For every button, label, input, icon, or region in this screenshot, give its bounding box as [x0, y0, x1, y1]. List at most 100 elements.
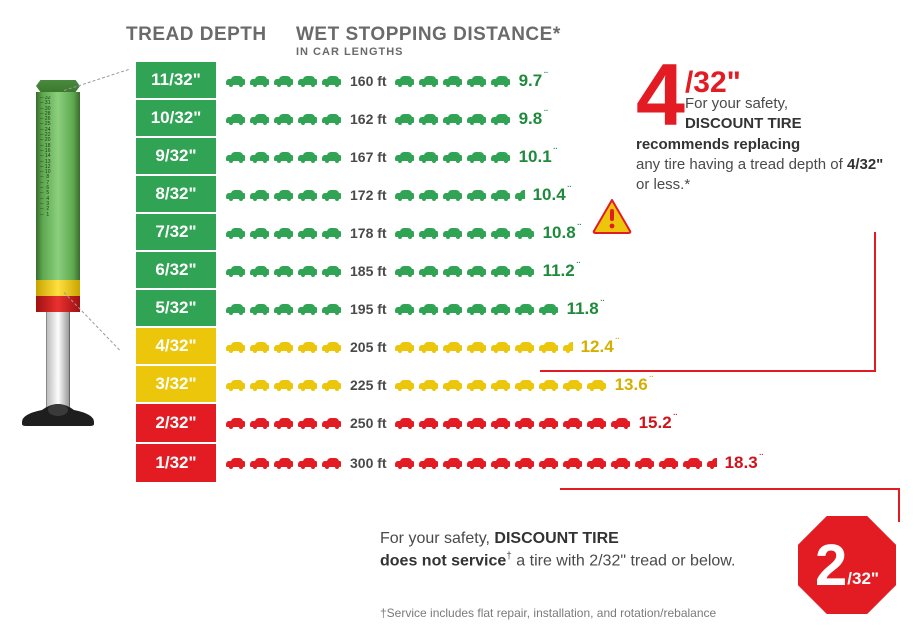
depth-label: 10/32" — [136, 100, 216, 136]
gauge-yellow-band — [36, 280, 80, 296]
car-icon — [489, 340, 511, 354]
car-icon — [561, 378, 583, 392]
row-cars: 195 ft 11.8¨ — [224, 298, 605, 320]
gauge-red-band — [36, 296, 80, 312]
car-icon — [441, 340, 463, 354]
car-icon — [513, 378, 535, 392]
car-icon — [681, 456, 703, 470]
car-icon — [296, 264, 318, 278]
car-icon — [489, 264, 511, 278]
depth-label: 2/32" — [136, 404, 216, 442]
depth-label: 6/32" — [136, 252, 216, 288]
car-icon — [248, 112, 270, 126]
car-icon — [537, 416, 559, 430]
car-icon — [489, 416, 511, 430]
car-icon — [272, 416, 294, 430]
gauge-ticks: ─ 32 ─ 31 ─ 30 ─ 28 ─ 26 ─ 25 ─ 24 ─ 22 … — [40, 96, 76, 276]
car-lengths-value: 18.3¨ — [725, 453, 764, 473]
depth-label: 4/32" — [136, 328, 216, 364]
car-icon — [296, 378, 318, 392]
car-icon — [489, 378, 511, 392]
row-cars: 205 ft 12.4¨ — [224, 336, 620, 358]
row-cars: 160 ft 9.7¨ — [224, 70, 549, 92]
car-icon — [561, 456, 583, 470]
car-icon — [465, 188, 487, 202]
car-icon — [417, 378, 439, 392]
rule-line — [560, 488, 900, 490]
car-icon — [561, 340, 573, 354]
car-icon — [248, 150, 270, 164]
car-icon — [393, 264, 415, 278]
car-icon — [513, 340, 535, 354]
car-icon — [489, 188, 511, 202]
car-icon — [465, 302, 487, 316]
car-icon — [441, 112, 463, 126]
car-icon — [465, 226, 487, 240]
car-lengths-value: 15.2¨ — [639, 413, 678, 433]
rule-line — [540, 370, 876, 372]
car-icon — [585, 456, 607, 470]
stopping-distance-ft: 162 ft — [350, 111, 387, 127]
car-icon — [248, 74, 270, 88]
car-icon — [393, 226, 415, 240]
car-icon — [513, 226, 535, 240]
car-icon — [441, 456, 463, 470]
car-icon — [417, 226, 439, 240]
car-icon — [537, 456, 559, 470]
car-icon — [393, 416, 415, 430]
row-cars: 162 ft 9.8¨ — [224, 108, 549, 130]
car-icon — [224, 226, 246, 240]
car-icon — [320, 112, 342, 126]
car-icon — [393, 340, 415, 354]
gauge-base — [22, 400, 94, 426]
row-cars: 250 ft 15.2¨ — [224, 412, 678, 434]
car-icon — [441, 302, 463, 316]
car-icon — [657, 456, 679, 470]
car-icon — [441, 226, 463, 240]
car-icon — [393, 456, 415, 470]
depth-row: 1/32" 300 ft 18.3¨ — [136, 444, 896, 484]
car-icon — [441, 416, 463, 430]
car-icon — [320, 264, 342, 278]
car-lengths-value: 10.4¨ — [533, 185, 572, 205]
car-icon — [248, 302, 270, 316]
car-icon — [320, 150, 342, 164]
car-icon — [272, 264, 294, 278]
car-icon — [296, 302, 318, 316]
car-icon — [248, 264, 270, 278]
car-icon — [296, 188, 318, 202]
car-icon — [248, 378, 270, 392]
car-icon — [272, 188, 294, 202]
car-lengths-value: 12.4¨ — [581, 337, 620, 357]
heading-tread-depth: TREAD DEPTH — [126, 24, 267, 46]
car-icon — [585, 416, 607, 430]
heading-wet-stopping: WET STOPPING DISTANCE* — [296, 24, 561, 46]
car-icon — [633, 456, 655, 470]
stop-sign-text: 2/32" — [792, 510, 902, 620]
gauge-body: ─ 32 ─ 31 ─ 30 ─ 28 ─ 26 ─ 25 ─ 24 ─ 22 … — [36, 80, 80, 280]
car-icon — [465, 378, 487, 392]
warning-icon — [592, 198, 632, 234]
car-icon — [224, 188, 246, 202]
car-icon — [320, 378, 342, 392]
depth-label: 7/32" — [136, 214, 216, 250]
stopping-distance-ft: 225 ft — [350, 377, 387, 393]
car-icon — [393, 378, 415, 392]
car-icon — [393, 74, 415, 88]
car-icon — [224, 264, 246, 278]
depth-row: 7/32" 178 ft 10.8¨ — [136, 214, 896, 252]
car-icon — [489, 74, 511, 88]
car-icon — [489, 150, 511, 164]
stopping-distance-ft: 167 ft — [350, 149, 387, 165]
tread-gauge: ─ 32 ─ 31 ─ 30 ─ 28 ─ 26 ─ 25 ─ 24 ─ 22 … — [18, 80, 98, 420]
stop-sign-2-32: 2/32" — [792, 510, 902, 620]
car-icon — [513, 416, 535, 430]
car-icon — [224, 150, 246, 164]
car-icon — [609, 416, 631, 430]
car-icon — [224, 456, 246, 470]
car-icon — [537, 302, 559, 316]
row-cars: 225 ft 13.6¨ — [224, 374, 654, 396]
heading-wet-sub: IN CAR LENGTHS — [296, 46, 404, 58]
car-icon — [417, 416, 439, 430]
footer-main-text: For your safety, DISCOUNT TIREdoes not s… — [380, 528, 740, 572]
